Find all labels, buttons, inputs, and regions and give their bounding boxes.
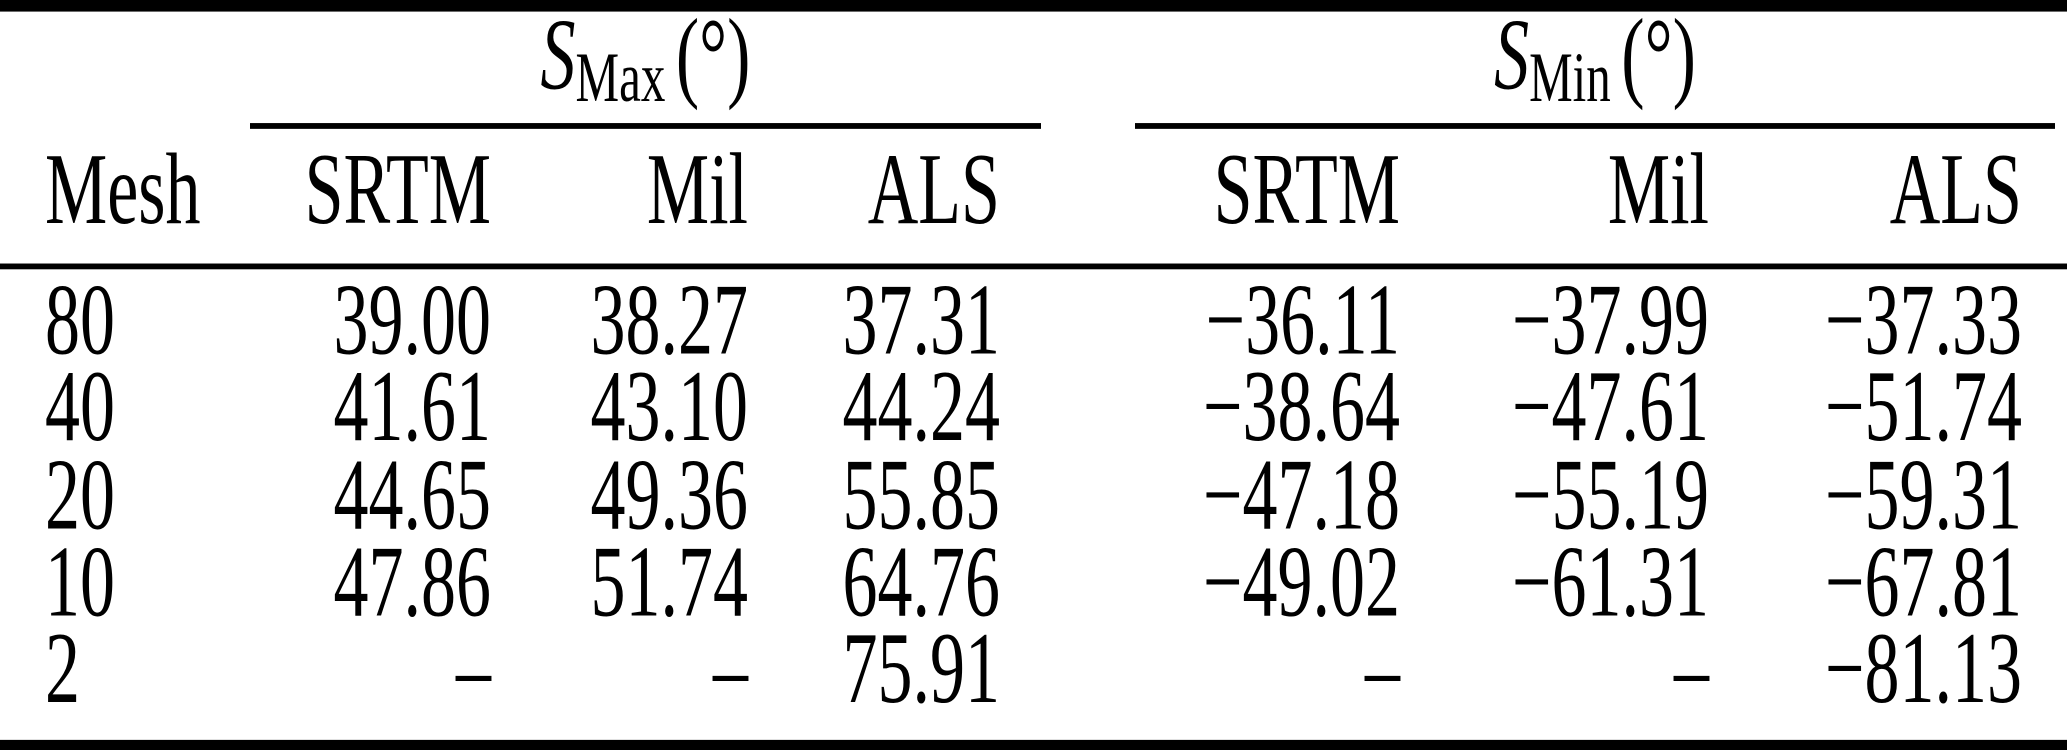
data-cell: 44.65 [333, 440, 492, 552]
data-cell: 38.27 [590, 264, 749, 377]
row-header: 80 [45, 264, 115, 377]
col-header-smin-als: ALS [1889, 134, 2022, 247]
data-cell: −81.13 [1825, 613, 2022, 726]
smax-subscript: Max [575, 37, 666, 118]
row-header: 10 [45, 527, 115, 639]
col-header-smax-mil: Mil [646, 134, 748, 247]
data-cell: −37.99 [1512, 264, 1709, 377]
smin-cmidrule [1135, 123, 2055, 129]
row-header: 20 [45, 440, 115, 552]
group-header-smax: SMax (°) [250, 5, 1041, 113]
data-cell: −59.31 [1825, 440, 2022, 552]
data-cell: 49.36 [590, 440, 749, 552]
table-row: 40 41.61 43.10 44.24 −38.64 −47.61 −51.7… [0, 351, 2022, 464]
col-header-smin-srtm: SRTM [1213, 134, 1400, 247]
data-cell: 75.91 [842, 613, 1001, 726]
data-cell: −49.02 [1203, 527, 1400, 639]
data-cell: 41.61 [333, 351, 492, 464]
data-cell: −38.64 [1203, 351, 1400, 464]
col-header-mesh: Mesh [45, 134, 201, 247]
data-cell: – [1365, 613, 1400, 726]
data-cell: 39.00 [333, 264, 492, 377]
data-cell: 51.74 [590, 527, 749, 639]
data-cell: 47.86 [333, 527, 492, 639]
data-cell: 55.85 [842, 440, 1001, 552]
data-cell: −67.81 [1825, 527, 2022, 639]
table-row: 10 47.86 51.74 64.76 −49.02 −61.31 −67.8… [0, 527, 2022, 639]
data-cell: – [713, 613, 748, 726]
data-cell: – [456, 613, 491, 726]
top-rule [0, 0, 2067, 12]
data-cell: −61.31 [1512, 527, 1709, 639]
data-cell: 64.76 [842, 527, 1001, 639]
data-cell: −36.11 [1205, 264, 1400, 377]
header-rule [0, 263, 2067, 270]
col-header-smin-mil: Mil [1607, 134, 1709, 247]
data-cell: −47.61 [1512, 351, 1709, 464]
data-cell: 44.24 [842, 351, 1001, 464]
table-row: 80 39.00 38.27 37.31 −36.11 −37.99 −37.3… [0, 264, 2022, 377]
col-header-smax-als: ALS [867, 134, 1000, 247]
smax-cmidrule [250, 123, 1041, 129]
data-cell: −37.33 [1825, 264, 2022, 377]
smin-symbol: S [1494, 0, 1530, 112]
data-cell: 37.31 [842, 264, 1001, 377]
group-header-smin: SMin (°) [1135, 5, 2055, 113]
smax-unit: (°) [675, 0, 751, 112]
row-header: 2 [45, 613, 80, 726]
data-cell: −51.74 [1825, 351, 2022, 464]
smin-subscript: Min [1529, 37, 1611, 118]
data-cell: – [1674, 613, 1709, 726]
bottom-rule [0, 739, 2067, 750]
col-header-smax-srtm: SRTM [304, 134, 491, 247]
column-header-row: Mesh SRTM Mil ALS SRTM Mil ALS [0, 140, 2022, 241]
row-header: 40 [45, 351, 115, 464]
smax-symbol: S [540, 0, 576, 112]
smin-unit: (°) [1621, 0, 1696, 112]
table-row: 2 – – 75.91 – – −81.13 [0, 613, 2022, 726]
table-row: 20 44.65 49.36 55.85 −47.18 −55.19 −59.3… [0, 440, 2022, 552]
data-cell: 43.10 [590, 351, 749, 464]
data-cell: −55.19 [1512, 440, 1709, 552]
data-cell: −47.18 [1203, 440, 1400, 552]
